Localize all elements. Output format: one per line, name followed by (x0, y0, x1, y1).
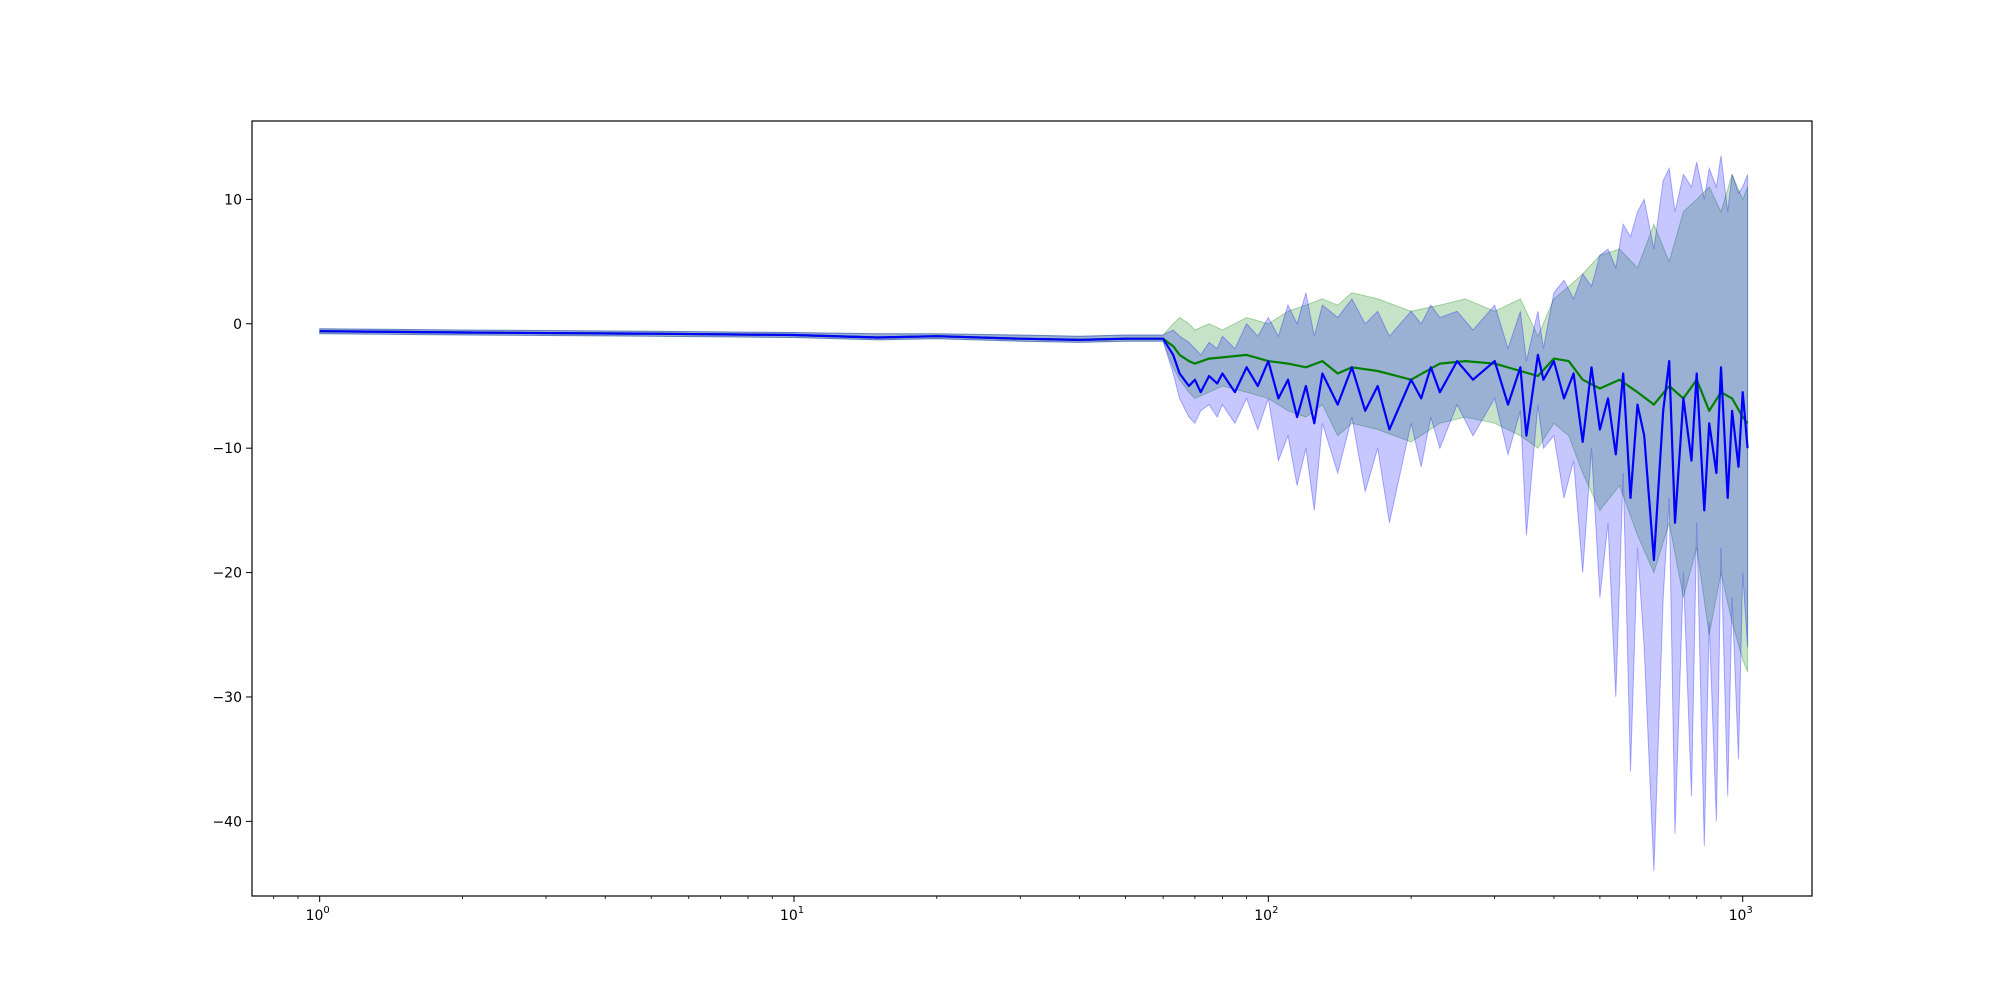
x-tick-label-base: 10 (306, 908, 324, 924)
x-tick-label: 100 (306, 905, 330, 924)
y-tick-label: −10 (212, 441, 242, 457)
x-axis: 100 101 102 103 (273, 896, 1753, 924)
y-tick-label: 0 (233, 317, 242, 333)
x-tick-label-exponent: 3 (1746, 905, 1752, 916)
x-tick-label: 101 (780, 905, 804, 924)
x-tick-label-base: 10 (780, 908, 798, 924)
y-axis: 10 0 −10 −20 −30 −40 (212, 192, 252, 830)
x-tick-label: 102 (1254, 905, 1278, 924)
x-tick-label-exponent: 2 (1272, 905, 1278, 916)
series-1-line (319, 330, 1749, 562)
plot-frame (251, 120, 1813, 897)
series-lines (319, 330, 1749, 562)
y-tick-label: 10 (224, 192, 242, 208)
x-tick-label-exponent: 0 (323, 905, 329, 916)
y-tick-label: −30 (212, 690, 242, 706)
series-0-band (319, 173, 1749, 673)
y-tick-label: −40 (212, 814, 242, 830)
x-tick-label-base: 10 (1729, 908, 1747, 924)
x-tick-label-exponent: 1 (798, 905, 804, 916)
y-tick-label: −20 (212, 566, 242, 582)
x-tick-label-base: 10 (1254, 908, 1272, 924)
x-tick-label: 103 (1729, 905, 1753, 924)
